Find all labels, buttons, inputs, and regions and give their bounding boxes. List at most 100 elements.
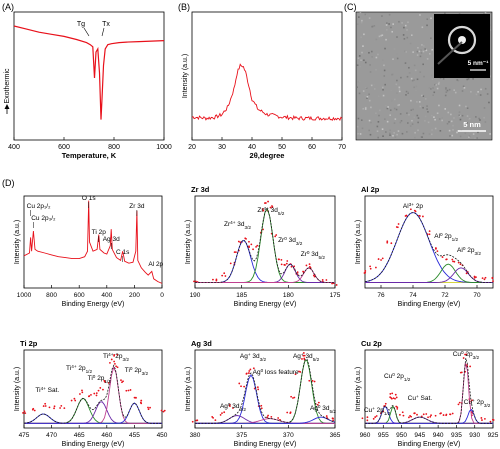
tem-grain	[371, 50, 373, 53]
tem-grain	[395, 53, 398, 55]
plot-frame	[194, 195, 336, 289]
tem-grain	[388, 23, 390, 25]
peak-annotation: Al3+ 2p	[403, 202, 424, 211]
tem-grain	[365, 14, 368, 17]
tem-grain	[385, 24, 388, 26]
x-tick-label: 70	[338, 144, 346, 151]
data-point	[93, 392, 96, 395]
tem-grain	[379, 109, 381, 112]
tem-grain	[373, 25, 376, 27]
data-point	[290, 265, 293, 268]
tem-grain	[389, 129, 391, 132]
tem-grain	[364, 61, 367, 64]
tem-grain	[359, 133, 362, 135]
tem-grain	[361, 127, 364, 130]
survey-annotation: Cu 2p₃/₂	[31, 215, 56, 222]
data-point	[233, 251, 236, 254]
tem-grain	[362, 107, 365, 110]
tem-grain	[396, 79, 398, 82]
x-axis-label: Binding Energy (eV)	[398, 301, 461, 308]
tem-grain	[393, 132, 395, 134]
data-point	[116, 366, 119, 369]
tem-grain	[360, 59, 362, 61]
data-point	[332, 419, 335, 422]
tem-grain	[420, 136, 422, 138]
plot-frame	[13, 11, 165, 141]
x-tick-label: 72	[441, 292, 449, 299]
data-point	[275, 234, 278, 236]
tem-grain	[369, 133, 372, 136]
data-point	[60, 404, 63, 407]
tem-grain	[446, 89, 449, 92]
panel-label-d: (D)	[2, 178, 15, 188]
tem-grain	[444, 108, 447, 110]
data-point	[147, 406, 149, 409]
tem-grain	[442, 78, 445, 80]
tem-grain	[397, 104, 399, 107]
data-point	[377, 258, 380, 260]
data-point	[238, 382, 241, 385]
tem-grain	[358, 55, 361, 57]
panel-label-a: (A)	[2, 2, 14, 12]
tem-grain	[437, 83, 440, 85]
tem-grain	[373, 84, 376, 86]
peak-annotation: Ag0 3d5/2	[310, 404, 336, 414]
tem-grain	[430, 74, 433, 77]
data-point	[301, 358, 303, 360]
data-point	[492, 419, 495, 421]
x-axis-label: Binding Energy (eV)	[234, 441, 297, 448]
tem-grain	[406, 112, 408, 114]
tem-grain	[363, 59, 365, 62]
saed-inset	[434, 14, 490, 78]
tem-grain	[441, 117, 444, 119]
tem-grain	[466, 78, 469, 81]
peak-annotation: Al0 2p1/2	[434, 232, 458, 242]
data-point	[292, 397, 294, 399]
y-axis-label: Intensity (a.u.)	[14, 367, 21, 411]
x-axis-label: Temperature, K	[62, 151, 117, 160]
tem-grain	[375, 38, 378, 41]
tem-grain	[376, 130, 379, 133]
data-point	[245, 372, 248, 375]
tem-grain	[396, 57, 399, 60]
data-point	[335, 284, 338, 286]
tem-grain	[422, 95, 425, 97]
tem-grain	[415, 85, 418, 88]
beam-stopper	[437, 41, 463, 65]
tem-grain	[382, 59, 384, 62]
tem-grain	[462, 85, 465, 88]
tem-grain	[388, 13, 391, 16]
x-tick-label: 380	[190, 432, 201, 439]
data-point	[252, 248, 254, 251]
tem-grain	[468, 135, 471, 138]
data-point	[214, 419, 217, 422]
tem-grain	[425, 49, 428, 52]
tem-grain	[422, 132, 425, 135]
tem-grain	[417, 46, 419, 49]
y-axis-label: Intensity (a.u.)	[355, 367, 362, 411]
tem-grain	[394, 118, 397, 120]
data-point	[252, 367, 255, 370]
data-point	[386, 240, 389, 243]
tem-grain	[433, 91, 436, 94]
data-point	[361, 417, 364, 420]
data-point	[122, 380, 124, 383]
tem-grain	[382, 135, 384, 137]
data-point	[409, 414, 411, 417]
data-point	[95, 392, 98, 395]
data-point	[462, 357, 465, 359]
tem-grain	[431, 129, 433, 131]
tem-grain	[484, 12, 487, 14]
peak-annotation: Ag0 loss feature	[253, 368, 299, 377]
tem-grain	[417, 117, 420, 119]
data-point	[429, 415, 432, 418]
data-point	[160, 409, 163, 412]
data-point	[248, 240, 250, 243]
data-point	[191, 420, 194, 423]
tem-grain	[427, 110, 429, 113]
data-point	[32, 407, 35, 410]
data-point	[134, 396, 137, 399]
data-point	[434, 247, 437, 250]
tem-grain	[448, 129, 451, 132]
tem-grain	[366, 97, 368, 99]
